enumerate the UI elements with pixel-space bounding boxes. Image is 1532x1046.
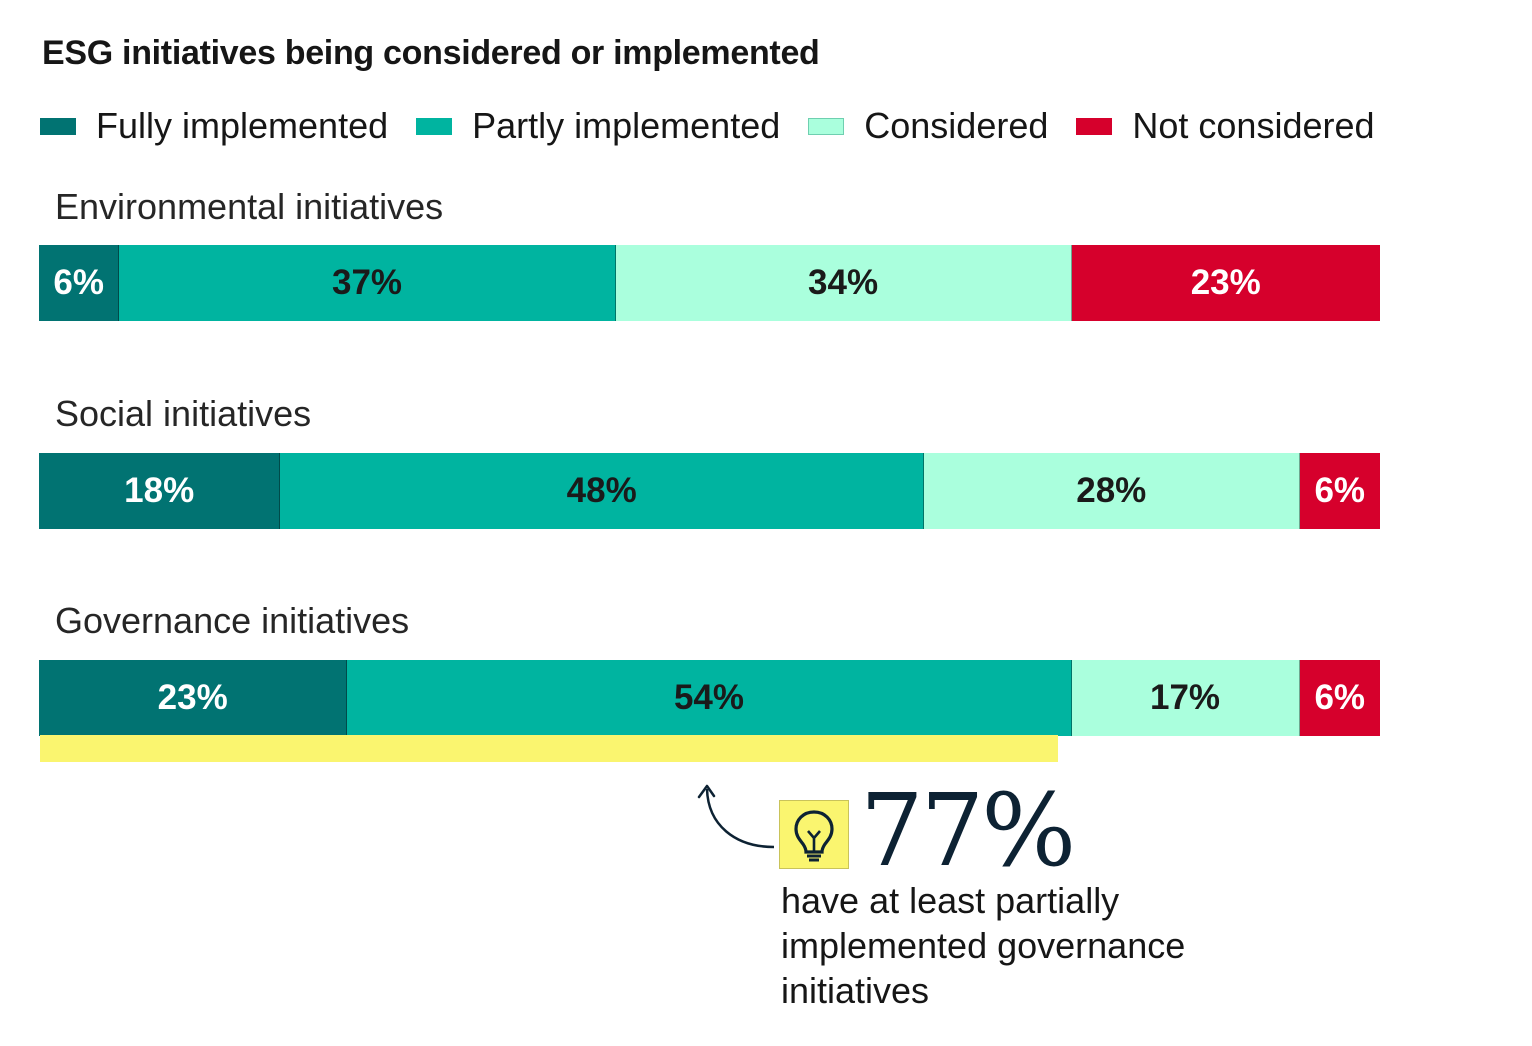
bar-segment-not-considered: 23% — [1071, 245, 1380, 321]
legend-swatch — [40, 117, 76, 135]
legend-item-considered: Considered — [808, 105, 1048, 147]
data-label: 37% — [332, 263, 403, 302]
chart-title: ESG initiatives being considered or impl… — [42, 34, 820, 72]
category-label-social: Social initiatives — [55, 393, 312, 434]
legend-label: Partly implemented — [472, 105, 781, 146]
legend-swatch — [1076, 117, 1113, 135]
bar-segment-partly-implemented: 54% — [347, 660, 1072, 736]
bar-segment-fully-implemented: 18% — [39, 453, 281, 529]
data-label: 18% — [124, 471, 195, 510]
data-label: 6% — [1314, 471, 1366, 510]
callout-arrow-icon — [697, 784, 775, 849]
data-label: 6% — [53, 263, 105, 302]
highlight-underline — [40, 735, 1058, 762]
data-label: 23% — [1190, 263, 1261, 302]
stacked-bar-social: 18% 48% 28% 6% — [39, 453, 1380, 529]
legend-label: Not considered — [1132, 105, 1375, 146]
bar-segment-considered: 34% — [615, 245, 1072, 321]
data-label: 17% — [1150, 678, 1221, 717]
stacked-bar-governance: 23% 54% 17% 6% — [39, 660, 1380, 736]
legend-item-fully-implemented: Fully implemented — [40, 105, 388, 147]
bar-segment-not-considered: 6% — [1299, 453, 1380, 529]
data-label: 34% — [808, 263, 879, 302]
legend-swatch — [416, 117, 453, 135]
legend-label: Fully implemented — [96, 105, 389, 146]
bar-segment-considered: 17% — [1071, 660, 1300, 736]
bar-segment-partly-implemented: 37% — [119, 245, 616, 321]
bar-segment-not-considered: 6% — [1299, 660, 1380, 736]
lightbulb-icon — [794, 809, 834, 861]
data-label: 54% — [673, 678, 745, 717]
data-label: 23% — [157, 678, 228, 717]
callout-stat: 77% — [860, 772, 1076, 889]
legend: Fully implemented Partly implemented Con… — [40, 104, 1403, 148]
bar-segment-fully-implemented: 6% — [39, 245, 120, 321]
bar-segment-considered: 28% — [924, 453, 1300, 529]
callout-description: have at least partially implemented gove… — [781, 880, 1186, 1011]
bar-segment-fully-implemented: 23% — [39, 660, 348, 736]
data-label: 48% — [566, 471, 637, 510]
data-label: 6% — [1314, 678, 1366, 717]
callout-icon-box — [779, 800, 849, 869]
legend-swatch — [808, 117, 845, 135]
legend-label: Considered — [864, 105, 1049, 146]
data-label: 28% — [1076, 471, 1147, 510]
legend-item-not-considered: Not considered — [1076, 105, 1375, 147]
category-label-environmental: Environmental initiatives — [55, 186, 444, 227]
category-label-governance: Governance initiatives — [55, 600, 410, 641]
legend-item-partly-implemented: Partly implemented — [416, 105, 780, 147]
stacked-bar-environmental: 6% 37% 34% 23% — [39, 245, 1380, 321]
bar-segment-partly-implemented: 48% — [280, 453, 925, 529]
